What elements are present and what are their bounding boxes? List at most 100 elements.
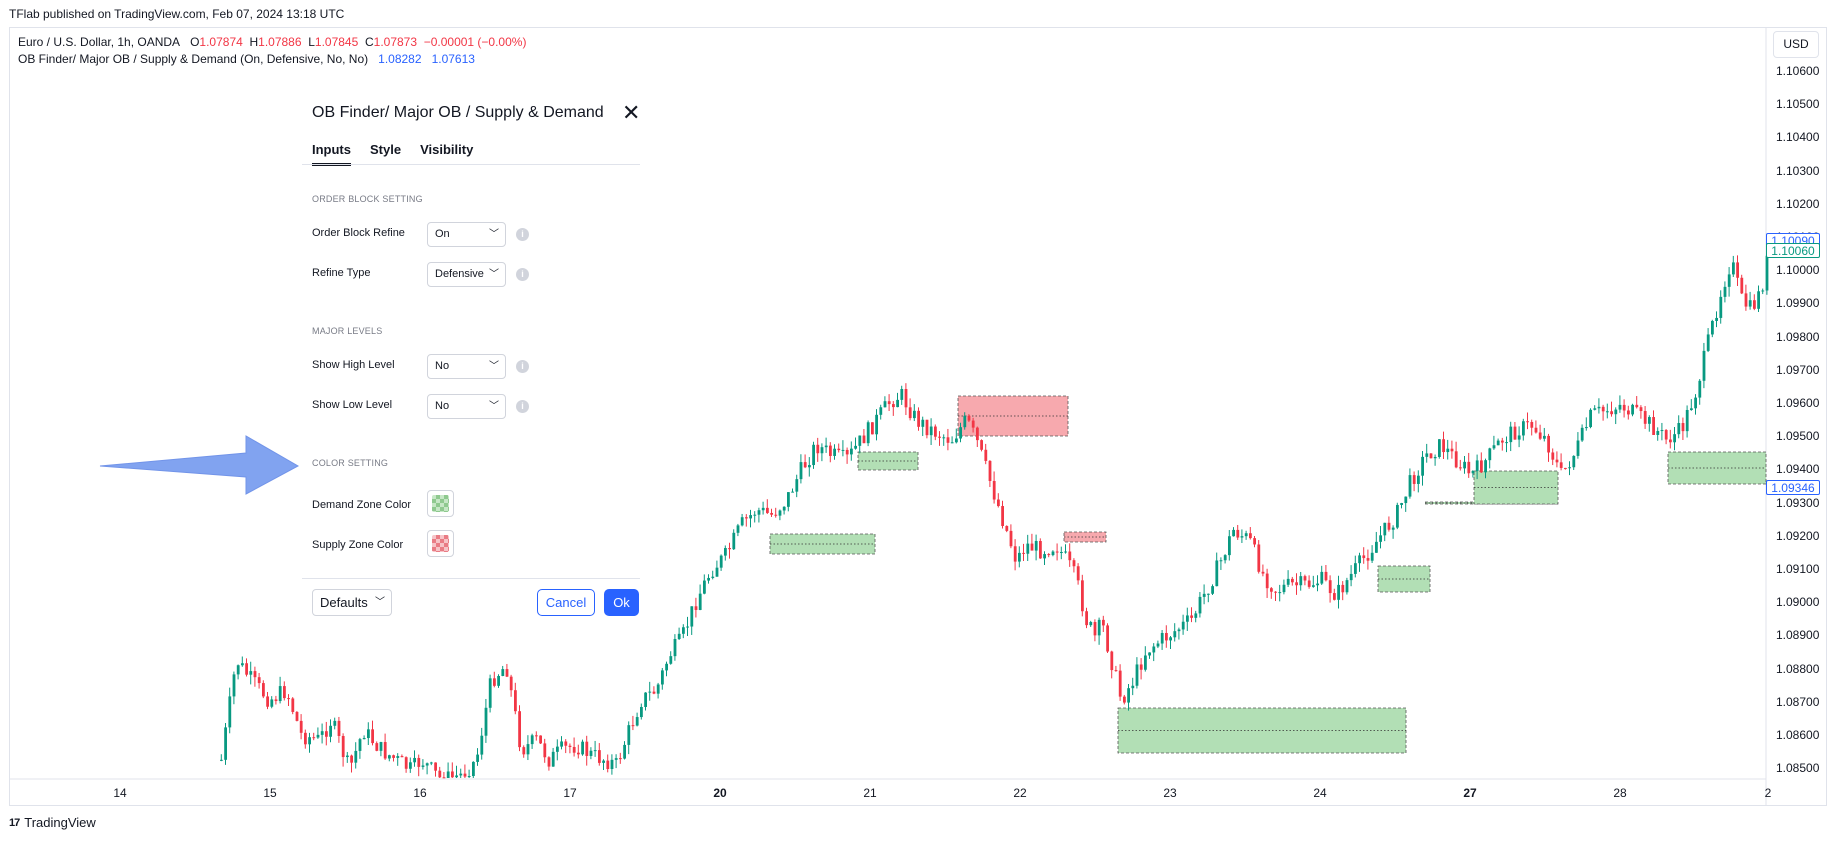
candle-down [652, 691, 656, 694]
time-axis-label: 14 [113, 786, 127, 800]
candle-up [1694, 397, 1697, 409]
candle-up [1337, 584, 1340, 600]
candle-up [589, 750, 593, 756]
candle-down [837, 448, 841, 451]
candle-up [1408, 475, 1412, 497]
candle-down [572, 746, 576, 753]
candle-up [530, 735, 534, 745]
candle-up [1282, 584, 1286, 593]
time-axis-label: 21 [863, 786, 877, 800]
candle-up [1194, 613, 1198, 618]
candle-up [719, 555, 723, 568]
candle-down [862, 435, 866, 444]
candle-down [1270, 588, 1273, 592]
candle-up [614, 758, 618, 760]
candle-up [1761, 290, 1765, 292]
candle-up [1160, 632, 1164, 644]
candle-up [1585, 427, 1588, 429]
candle-up [929, 426, 933, 436]
candle-down [1450, 448, 1454, 452]
show-low-level-select[interactable]: No ﹀ [427, 394, 506, 419]
chevron-down-icon: ﹀ [489, 401, 499, 412]
refine-type-select[interactable]: Defensive ﹀ [427, 262, 506, 287]
candle-up [430, 762, 433, 764]
tradingview-brand: TradingView [24, 815, 96, 830]
candle-down [1564, 467, 1567, 469]
candle-down [871, 422, 874, 435]
chart-frame[interactable] [9, 27, 1827, 806]
candle-up [1631, 404, 1634, 415]
info-icon[interactable]: i [516, 360, 529, 373]
candle-down [631, 725, 635, 727]
defaults-label: Defaults [320, 595, 368, 610]
info-icon[interactable]: i [516, 400, 529, 413]
candle-down [1669, 439, 1672, 443]
time-axis-label: 22 [1013, 786, 1027, 800]
candle-down [694, 606, 698, 610]
info-icon[interactable]: i [516, 268, 529, 281]
price-tag: 1.10060 [1766, 243, 1820, 259]
section-color-setting: COLOR SETTING [312, 458, 389, 468]
tab-visibility[interactable]: Visibility [420, 142, 474, 157]
candle-up [1207, 593, 1210, 595]
tab-style[interactable]: Style [370, 142, 402, 157]
candle-down [543, 743, 547, 758]
candle-down [1333, 593, 1336, 600]
time-axis-label: 20 [713, 786, 727, 800]
candle-up [1240, 536, 1244, 538]
candle-up [581, 741, 584, 755]
price-axis-label: 1.10500 [1776, 97, 1820, 112]
candle-down [1253, 538, 1256, 545]
candle-up [715, 567, 719, 577]
candle-up [472, 761, 475, 777]
candle-up [488, 678, 492, 708]
price-axis-label: 1.09300 [1776, 495, 1820, 510]
order-block-refine-select[interactable]: On ﹀ [427, 222, 506, 247]
dialog-tabs: Inputs Style Visibility [312, 142, 473, 166]
close-icon[interactable]: ✕ [622, 100, 641, 125]
candle-up [459, 773, 463, 776]
defaults-dropdown[interactable]: Defaults ﹀ [312, 589, 392, 616]
show-high-level-select[interactable]: No ﹀ [427, 354, 506, 379]
candle-up [757, 510, 761, 515]
tab-inputs[interactable]: Inputs [312, 142, 351, 166]
currency-button[interactable]: USD [1773, 31, 1819, 58]
tradingview-footer[interactable]: 17 TradingView [9, 815, 96, 830]
candle-up [812, 444, 815, 466]
candle-up [1677, 423, 1681, 435]
candle-down [1261, 571, 1265, 574]
candle-down [291, 698, 295, 712]
candle-up [879, 407, 883, 415]
chevron-down-icon: ﹀ [489, 229, 499, 240]
candle-down [1139, 664, 1143, 670]
info-icon[interactable]: i [516, 228, 529, 241]
candle-up [732, 532, 736, 550]
candle-up [1522, 421, 1525, 436]
cancel-button[interactable]: Cancel [537, 589, 595, 616]
candle-down [1627, 410, 1630, 415]
indicator-value-2: 1.07613 [431, 52, 475, 66]
candle-down [1513, 426, 1517, 440]
candle-up [736, 525, 740, 533]
candle-down [1055, 551, 1059, 553]
candle-up [1223, 555, 1227, 561]
candle-down [1009, 530, 1013, 547]
ok-button[interactable]: Ok [604, 589, 639, 616]
supply-zone-color-swatch[interactable] [427, 530, 454, 557]
candle-up [896, 399, 899, 408]
order-block-refine-label: Order Block Refine [312, 227, 405, 239]
candle-down [1442, 439, 1445, 453]
candle-down [1341, 584, 1345, 593]
candle-up [1375, 541, 1378, 553]
candle-up [749, 515, 752, 519]
show-low-level-label: Show Low Level [312, 399, 393, 411]
candle-up [236, 665, 240, 675]
time-axis-label: 24 [1313, 786, 1327, 800]
demand-zone-color-swatch[interactable] [427, 490, 454, 517]
indicator-name[interactable]: OB Finder/ Major OB / Supply & Demand (O… [18, 52, 369, 66]
price-axis-label: 1.08600 [1776, 728, 1820, 742]
candle-up [316, 734, 320, 738]
candle-up [1312, 585, 1315, 587]
price-axis-label: 1.10300 [1776, 163, 1820, 178]
